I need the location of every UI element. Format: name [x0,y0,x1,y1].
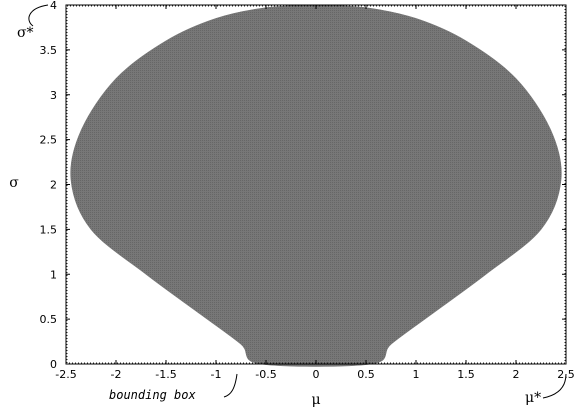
y-tick-label: 3.5 [40,44,58,57]
x-tick-label: 1.5 [457,368,475,381]
x-tick-label: -1.5 [155,368,176,381]
x-tick-label: 0 [313,368,320,381]
x-tick-label: 1 [413,368,420,381]
bounding-box-label: bounding box [109,388,196,402]
y-tick-label: 4 [50,0,57,12]
y-ticks: 0 0.5 1 1.5 2 2.5 3 3.5 4 [40,0,566,371]
y-tick-label: 1 [50,268,57,281]
y-tick-label: 1.5 [40,223,58,236]
feasible-region [70,4,562,367]
x-tick-label: -1 [211,368,222,381]
y-tick-label: 3 [50,89,57,102]
y-tick-label: 2 [50,179,57,192]
sigma-star-label: σ* [17,25,34,41]
x-tick-label: -2.5 [55,368,76,381]
x-tick-label: 2 [513,368,520,381]
mu-star-label: μ* [525,390,541,406]
x-tick-label: 0.5 [357,368,375,381]
bounding-box-leader [223,373,238,398]
y-tick-label: 2.5 [40,134,58,147]
y-axis-label: σ [9,175,19,191]
y-tick-label: 0.5 [40,313,58,326]
y-tick-label: 0 [50,358,57,371]
x-axis-label: μ [311,392,320,408]
x-tick-label: -2 [111,368,122,381]
x-tick-label: -0.5 [255,368,276,381]
sigma-star-leader [28,4,49,27]
mu-star-leader [542,373,567,399]
x-ticks: -2.5 -2 -1.5 -1 -0.5 0 0.5 1 1.5 2 2.5 [55,5,575,381]
